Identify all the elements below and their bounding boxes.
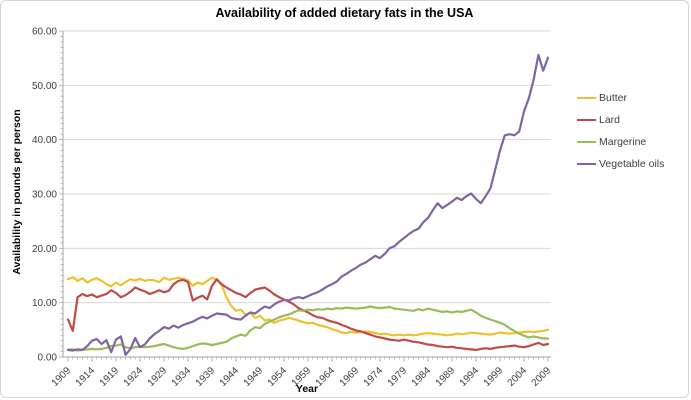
legend-label: Butter — [599, 92, 628, 104]
series-line-lard — [66, 278, 550, 351]
y-axis-title: Availability in pounds per person — [11, 109, 23, 275]
legend-label: Margerine — [599, 136, 647, 148]
legend-item-butter: Butter — [577, 87, 664, 109]
legend-item-vegetable-oils: Vegetable oils — [577, 153, 664, 175]
legend-swatch-vegetable-oils — [577, 162, 596, 166]
legend-swatch-lard — [577, 118, 596, 122]
y-tick-label: 20.00 — [32, 244, 57, 255]
series-line-vegetable-oils — [66, 53, 550, 356]
y-tick-label: 60.00 — [32, 27, 57, 38]
y-tick-label: 50.00 — [32, 81, 57, 92]
y-tick-label: 30.00 — [32, 190, 57, 201]
chart-title: Availability of added dietary fats in th… — [215, 6, 474, 20]
x-axis-title: Year — [295, 383, 319, 395]
y-tick-label: 40.00 — [32, 135, 57, 146]
legend-item-margerine: Margerine — [577, 131, 664, 153]
series-line-margerine — [66, 305, 550, 352]
y-tick-label: 0.00 — [38, 353, 58, 364]
y-tick-label: 10.00 — [32, 298, 57, 309]
series-line-butter — [66, 276, 550, 337]
legend-label: Vegetable oils — [599, 158, 665, 170]
legend-swatch-butter — [577, 96, 596, 100]
legend: Butter Lard Margerine Vegetable oils — [577, 87, 664, 175]
legend-item-lard: Lard — [577, 109, 664, 131]
legend-label: Lard — [599, 114, 621, 126]
legend-swatch-margerine — [577, 140, 596, 144]
